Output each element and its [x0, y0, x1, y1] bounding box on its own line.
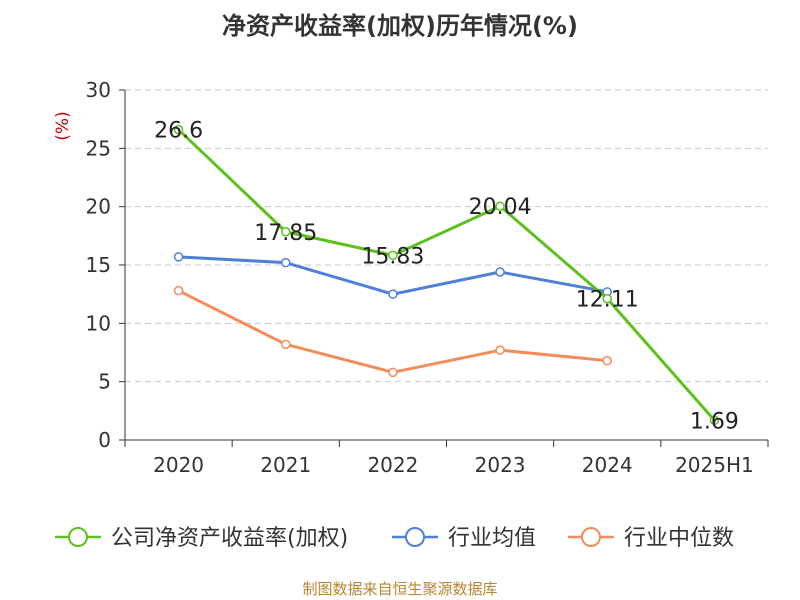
data-point: [602, 293, 612, 304]
legend: 公司净资产收益率(加权) 行业均值 行业中位数: [55, 526, 734, 551]
data-label: 20.04: [469, 195, 532, 220]
data-point: [388, 250, 398, 261]
legend-marker: [581, 527, 601, 547]
x-tick-label: 2025H1: [675, 453, 754, 477]
x-tick-label: 2021: [260, 453, 311, 477]
data-label: 1.69: [690, 409, 739, 434]
source-note: 制图数据来自恒生聚源数据库: [302, 580, 498, 598]
data-point: [173, 124, 184, 135]
y-axis-label: (%): [53, 111, 73, 140]
x-tick-label: 2023: [475, 453, 526, 477]
data-label: 17.85: [254, 221, 317, 246]
data-point: [495, 267, 505, 277]
x-tick-label: 2022: [367, 453, 418, 477]
data-point: [495, 345, 505, 355]
grid-lines: [125, 89, 768, 383]
data-point: [173, 252, 184, 262]
y-tick-label: 15: [86, 253, 111, 277]
legend-label: 行业中位数: [624, 526, 734, 551]
data-point: [281, 227, 291, 237]
data-point: [709, 415, 720, 426]
data-point: [173, 285, 184, 296]
y-tick-label: 20: [86, 195, 111, 219]
data-label: 12.11: [576, 288, 639, 313]
legend-marker: [68, 527, 88, 547]
y-tick-label: 0: [98, 428, 111, 452]
axes: 0 5 10 15 20 25 30 2020 2021 2022 2023 2024 2025H1: [86, 78, 769, 477]
data-label: 26.6: [154, 119, 203, 144]
y-tick-label: 25: [86, 136, 111, 160]
x-tick-label: 2020: [153, 453, 204, 477]
legend-label: 行业均值: [448, 526, 536, 551]
data-labels: 26.6 17.85 15.83 20.04 12.11 1.69: [154, 119, 739, 435]
data-point: [388, 289, 398, 299]
data-point: [281, 257, 291, 268]
data-point: [281, 339, 291, 350]
legend-label: 公司净资产收益率(加权): [111, 526, 348, 551]
data-point: [602, 355, 612, 366]
series-group: [173, 124, 720, 426]
chart-title: 净资产收益率(加权)历年情况(%): [222, 12, 578, 40]
y-tick-label: 10: [86, 311, 111, 335]
series-line: [177, 128, 716, 422]
y-tick-label: 5: [98, 370, 111, 394]
x-tick-label: 2024: [582, 453, 633, 477]
data-label: 15.83: [361, 244, 424, 269]
y-tick-label: 30: [86, 78, 111, 102]
data-point: [495, 201, 505, 211]
series-line: [177, 289, 608, 374]
data-point: [388, 367, 398, 378]
legend-marker: [405, 527, 425, 547]
